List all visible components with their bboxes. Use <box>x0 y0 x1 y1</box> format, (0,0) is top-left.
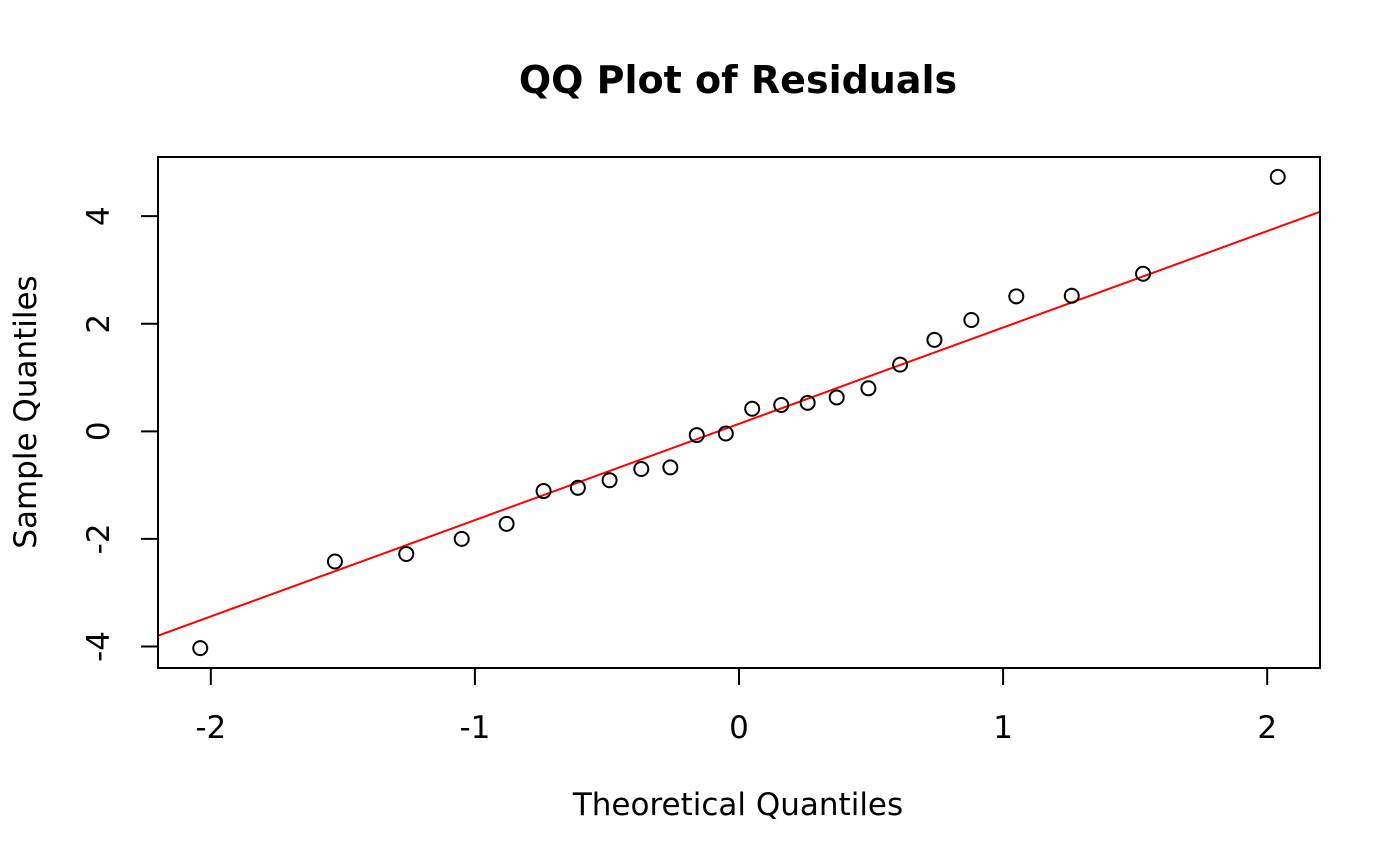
data-point <box>1269 168 1286 185</box>
data-point <box>1063 287 1080 304</box>
data-point <box>192 640 209 657</box>
y-tick-label: -2 <box>81 523 117 554</box>
data-point <box>398 545 415 562</box>
data-point <box>326 553 343 570</box>
y-tick-label: 0 <box>81 421 117 441</box>
x-tick-label: 0 <box>729 710 749 746</box>
chart-title: QQ Plot of Residuals <box>519 58 957 102</box>
data-point <box>860 380 877 397</box>
reference-line <box>158 210 1320 637</box>
data-point <box>535 483 552 500</box>
data-point <box>601 472 618 489</box>
data-point <box>717 425 734 442</box>
data-point <box>799 394 816 411</box>
x-tick-label: -2 <box>195 710 226 746</box>
y-tick-label: -4 <box>81 631 117 662</box>
plot-frame <box>157 156 1321 669</box>
y-tick-label: 4 <box>81 206 117 226</box>
data-point <box>1008 288 1025 305</box>
x-tick-label: -1 <box>459 710 490 746</box>
plot-area: -2 -1 0 1 2 -4 -2 0 2 4 <box>81 156 1321 746</box>
data-point <box>744 400 761 417</box>
y-tick-label: 2 <box>81 314 117 334</box>
data-point <box>662 459 679 476</box>
data-point <box>498 515 515 532</box>
data-point <box>633 460 650 477</box>
data-point <box>1135 265 1152 282</box>
x-tick-label: 1 <box>993 710 1013 746</box>
data-point <box>926 331 943 348</box>
data-point <box>963 311 980 328</box>
data-point <box>569 479 586 496</box>
x-axis-label: Theoretical Quantiles <box>572 787 903 823</box>
data-point <box>773 396 790 413</box>
data-point <box>892 356 909 373</box>
x-tick-label: 2 <box>1257 710 1277 746</box>
y-axis-label: Sample Quantiles <box>8 275 44 548</box>
data-point <box>688 427 705 444</box>
data-point <box>453 530 470 547</box>
data-point <box>828 389 845 406</box>
